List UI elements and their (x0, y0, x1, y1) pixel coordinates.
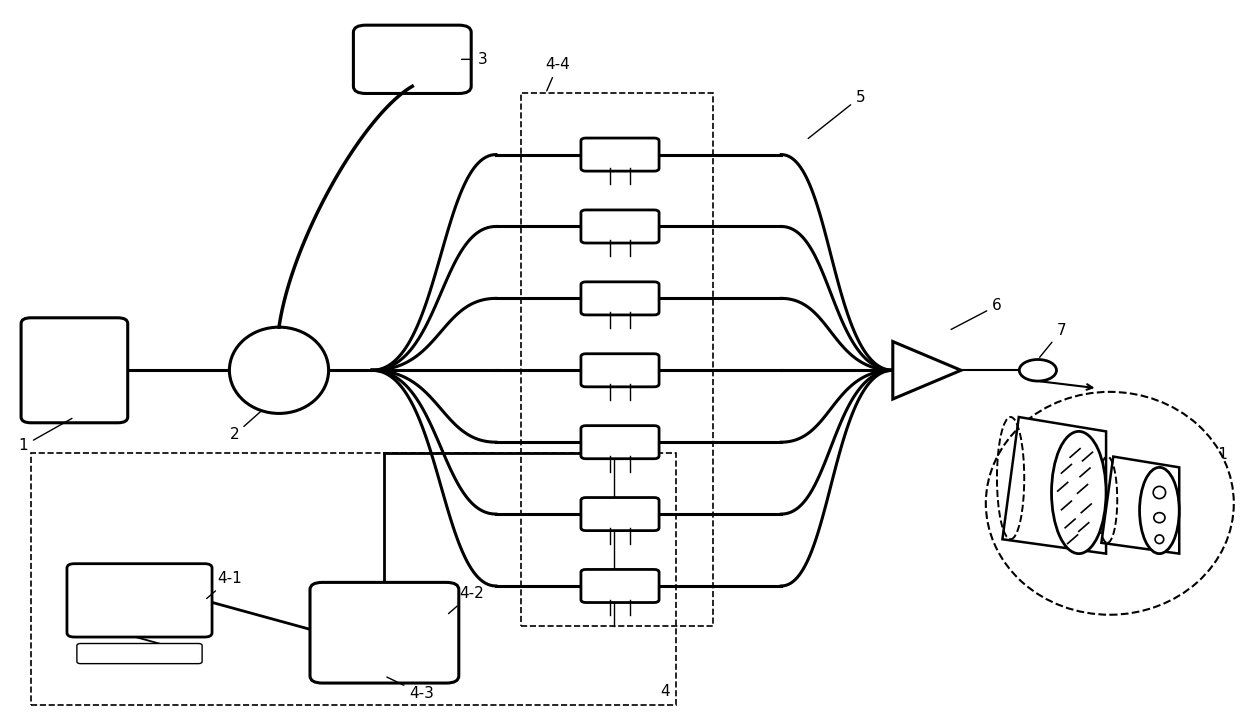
FancyBboxPatch shape (310, 582, 459, 683)
Ellipse shape (229, 327, 329, 413)
Text: 7-2-1: 7-2-1 (1180, 447, 1229, 495)
Text: 4-1: 4-1 (207, 572, 242, 598)
Text: 3: 3 (461, 52, 487, 67)
FancyBboxPatch shape (580, 138, 660, 171)
Polygon shape (893, 342, 961, 399)
Circle shape (1019, 360, 1056, 381)
FancyBboxPatch shape (21, 318, 128, 423)
FancyBboxPatch shape (353, 25, 471, 93)
FancyBboxPatch shape (580, 210, 660, 243)
Text: 4-2: 4-2 (449, 587, 484, 613)
FancyBboxPatch shape (580, 426, 660, 459)
Text: 6: 6 (951, 298, 1002, 329)
Text: 2: 2 (229, 408, 264, 442)
FancyBboxPatch shape (580, 498, 660, 531)
Text: 7: 7 (1039, 324, 1066, 357)
Ellipse shape (1052, 431, 1106, 554)
Text: 4-4: 4-4 (546, 58, 570, 91)
Ellipse shape (986, 392, 1234, 615)
Polygon shape (1002, 417, 1106, 554)
Text: 4: 4 (660, 684, 670, 699)
Polygon shape (1101, 457, 1179, 554)
FancyBboxPatch shape (77, 644, 202, 664)
FancyBboxPatch shape (67, 564, 212, 637)
Text: 1: 1 (19, 418, 72, 453)
FancyBboxPatch shape (580, 354, 660, 387)
Bar (31, 453, 676, 705)
FancyBboxPatch shape (580, 569, 660, 603)
Bar (521, 93, 713, 626)
Ellipse shape (1140, 467, 1179, 554)
Text: 5: 5 (808, 90, 866, 139)
FancyBboxPatch shape (580, 282, 660, 315)
Text: 4-3: 4-3 (387, 677, 434, 701)
